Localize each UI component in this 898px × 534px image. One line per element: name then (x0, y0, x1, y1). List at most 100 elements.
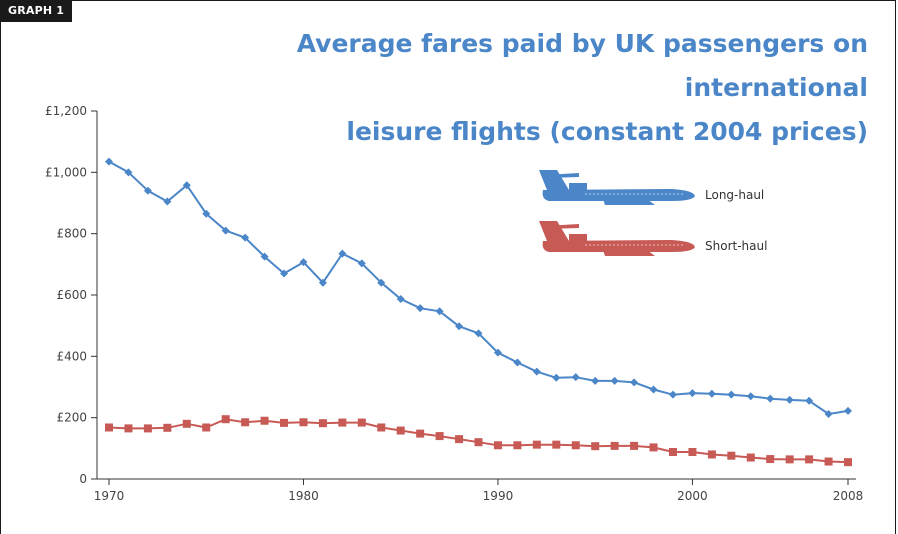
short-haul-point (805, 455, 814, 464)
y-tick-label: £400 (56, 349, 87, 363)
long-haul-point (493, 348, 502, 357)
long-haul-point (824, 409, 833, 418)
long-haul-point (688, 389, 697, 398)
airplane-icon (539, 221, 695, 256)
short-haul-point (163, 423, 172, 432)
legend-label-short-haul: Short-haul (705, 239, 767, 253)
short-haul-point (435, 432, 444, 441)
long-haul-point (105, 157, 113, 166)
long-haul-point (668, 390, 677, 399)
short-haul-point (688, 448, 697, 457)
graph-label: GRAPH 1 (0, 0, 73, 22)
short-haul-point (591, 442, 600, 451)
x-tick-label: 2008 (833, 489, 864, 503)
short-haul-point (299, 418, 308, 427)
long-haul-point (260, 252, 269, 261)
long-haul-point (727, 390, 736, 399)
short-haul-point (124, 424, 133, 433)
x-tick-label: 2000 (677, 489, 708, 503)
long-haul-point (649, 385, 658, 394)
short-haul-point (630, 441, 639, 450)
long-haul-point (299, 258, 308, 267)
short-haul-point (338, 418, 347, 427)
x-tick-label: 1980 (288, 489, 319, 503)
long-haul-point (591, 376, 600, 385)
long-haul-point (318, 278, 327, 287)
chart-title-line-2: leisure flights (constant 2004 prices) (346, 117, 868, 146)
long-haul-point (435, 307, 444, 316)
short-haul-point (785, 455, 794, 464)
long-haul-point (202, 209, 211, 218)
long-haul-point (221, 226, 230, 235)
short-haul-point (513, 441, 522, 450)
long-haul-point (513, 358, 522, 367)
long-haul-point (571, 373, 580, 382)
short-haul-point (844, 458, 852, 467)
short-haul-point (241, 418, 250, 427)
short-haul-point (260, 416, 269, 425)
y-tick-label: £1,200 (45, 104, 87, 118)
long-haul-point (357, 259, 366, 268)
short-haul-point (416, 429, 425, 438)
y-tick-label: 0 (79, 472, 87, 486)
chart-title: Average fares paid by UK passengers on i… (108, 22, 868, 154)
y-tick-label: £600 (56, 288, 87, 302)
short-haul-point (202, 423, 211, 432)
short-haul-point (377, 423, 386, 432)
y-tick-label: £200 (56, 411, 87, 425)
long-haul-point (163, 197, 172, 206)
long-haul-point (805, 396, 814, 405)
long-haul-point (280, 269, 289, 278)
long-haul-point (396, 294, 405, 303)
short-haul-point (727, 451, 736, 460)
long-haul-point (124, 168, 133, 177)
short-haul-point (532, 440, 541, 449)
long-haul-point (416, 304, 425, 313)
short-haul-point (493, 441, 502, 450)
short-haul-point (571, 441, 580, 450)
short-haul-point (396, 426, 405, 435)
long-haul-point (182, 181, 191, 190)
long-haul-point (474, 329, 483, 338)
long-haul-point (552, 373, 561, 382)
short-haul-point (182, 419, 191, 428)
short-haul-point (552, 440, 561, 449)
long-haul-point (844, 406, 852, 415)
short-haul-point (649, 443, 658, 452)
short-haul-point (474, 438, 483, 447)
short-haul-point (668, 448, 677, 457)
short-haul-point (105, 423, 113, 432)
long-haul-point (532, 367, 541, 376)
x-tick-label: 1990 (483, 489, 514, 503)
short-haul-point (318, 419, 327, 428)
short-haul-point (766, 455, 775, 464)
long-haul-point (707, 389, 716, 398)
short-haul-point (610, 441, 619, 450)
short-haul-point (357, 418, 366, 427)
short-haul-point (143, 424, 152, 433)
long-haul-point (630, 378, 639, 387)
short-haul-point (746, 453, 755, 462)
long-haul-point (785, 395, 794, 404)
long-haul-point (143, 186, 152, 195)
long-haul-point (766, 394, 775, 403)
short-haul-point (707, 450, 716, 459)
long-haul-point (377, 278, 386, 287)
short-haul-point (455, 435, 464, 444)
chart-title-line-1: Average fares paid by UK passengers on i… (296, 29, 868, 102)
long-haul-point (610, 376, 619, 385)
x-tick-label: 1970 (94, 489, 125, 503)
long-haul-point (241, 233, 250, 242)
long-haul-point (455, 322, 464, 331)
short-haul-point (221, 415, 230, 424)
short-haul-point (280, 418, 289, 427)
y-tick-label: £800 (56, 227, 87, 241)
long-haul-point (746, 392, 755, 401)
short-haul-point (824, 457, 833, 466)
long-haul-point (338, 249, 347, 258)
airplane-icon (539, 170, 695, 205)
legend-label-long-haul: Long-haul (705, 188, 764, 202)
y-tick-label: £1,000 (45, 165, 87, 179)
